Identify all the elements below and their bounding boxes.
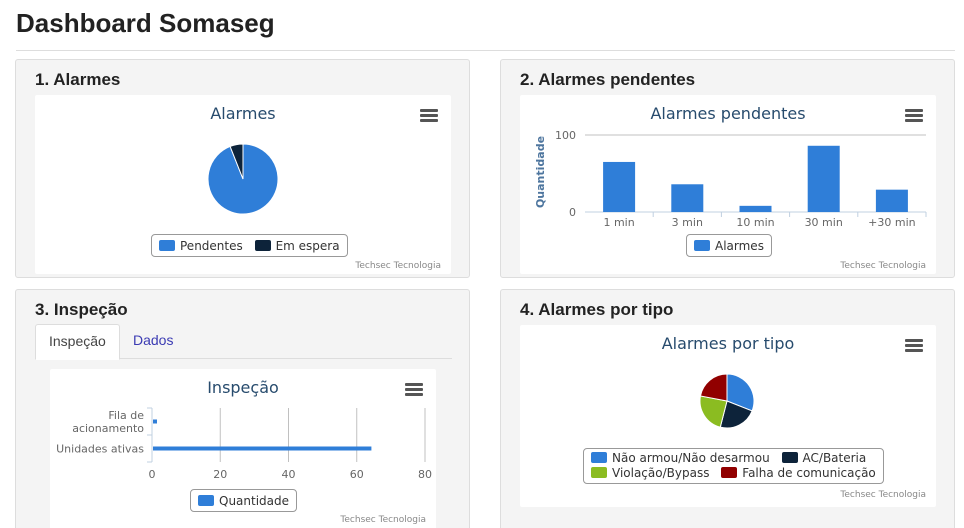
chart-legend: Alarmes bbox=[686, 234, 772, 257]
legend-swatch bbox=[159, 239, 175, 251]
x-tick-label: 80 bbox=[418, 468, 432, 481]
panel-title: 1. Alarmes bbox=[35, 70, 121, 89]
bar[interactable] bbox=[671, 184, 704, 212]
bar[interactable] bbox=[153, 419, 157, 424]
y-tick-label: Unidades ativas bbox=[56, 443, 144, 456]
horizontal-bar-chart: 0 20 40 60 80 Fila de acionamento Unidades ativ… bbox=[56, 407, 432, 481]
panel-alarmes-pendentes: 2. Alarmes pendentes Alarmes pendentes Q… bbox=[500, 59, 955, 278]
chart-card: Alarmes pendentes Quantidade 0 100 1 min 3 … bbox=[520, 95, 936, 274]
title-divider bbox=[16, 50, 955, 51]
bar[interactable] bbox=[739, 205, 772, 212]
panel-title: 4. Alarmes por tipo bbox=[520, 300, 674, 319]
legend-item-ac-bateria[interactable]: AC/Bateria bbox=[781, 451, 866, 466]
y-tick-label: 100 bbox=[555, 129, 576, 142]
chart-card: Alarmes Pendentes Em espera Techsec Tecn… bbox=[35, 95, 451, 274]
bar[interactable] bbox=[875, 189, 908, 212]
panel-alarmes: 1. Alarmes Alarmes Pendentes Em espera T… bbox=[15, 59, 470, 278]
page-title: Dashboard Somaseg bbox=[16, 8, 275, 38]
legend-swatch bbox=[781, 452, 798, 463]
chart-legend: Pendentes Em espera bbox=[151, 234, 348, 257]
chart-title: Alarmes por tipo bbox=[661, 334, 795, 353]
chart-menu-icon[interactable] bbox=[905, 339, 923, 353]
chart-card: Inspeção 0 20 40 60 80 Fila de acionamento Unid… bbox=[50, 369, 436, 528]
legend-swatch bbox=[254, 239, 271, 251]
legend-swatch bbox=[591, 452, 607, 463]
legend-item-nao-armou[interactable]: Não armou/Não desarmou bbox=[591, 451, 770, 466]
legend-item-alarmes[interactable]: Alarmes bbox=[694, 239, 764, 253]
y-axis-label: Quantidade bbox=[534, 136, 547, 208]
panel-inspecao: 3. Inspeção Inspeção Dados Inspeção 0 20 4… bbox=[15, 289, 470, 528]
tab-inspecao[interactable]: Inspeção bbox=[35, 324, 120, 360]
panel-alarmes-por-tipo: 4. Alarmes por tipo Alarmes por tipo Não… bbox=[500, 289, 955, 528]
x-tick-label: 10 min bbox=[736, 216, 774, 229]
legend-swatch bbox=[591, 467, 607, 478]
inspecao-tabs: Inspeção Dados bbox=[35, 324, 452, 360]
y-tick-label: Fila de acionamento bbox=[72, 409, 144, 435]
legend-item-falha-comunicacao[interactable]: Falha de comunicação bbox=[721, 466, 876, 481]
x-tick-label: 0 bbox=[149, 468, 156, 481]
pie-slice[interactable] bbox=[699, 373, 728, 402]
chart-legend: Quantidade bbox=[190, 489, 298, 512]
x-tick-label: 20 bbox=[213, 468, 227, 481]
chart-credit[interactable]: Techsec Tecnologia bbox=[840, 261, 926, 271]
y-tick-label: 0 bbox=[569, 206, 576, 219]
x-tick-label: +30 min bbox=[868, 216, 915, 229]
x-tick-label: 3 min bbox=[672, 216, 703, 229]
chart-title: Alarmes pendentes bbox=[650, 104, 806, 123]
chart-menu-icon[interactable] bbox=[420, 109, 438, 123]
chart-menu-icon[interactable] bbox=[905, 109, 923, 123]
legend-swatch bbox=[198, 494, 214, 506]
panel-title: 2. Alarmes pendentes bbox=[520, 70, 696, 89]
bar[interactable] bbox=[603, 161, 636, 212]
legend-item-pendentes[interactable]: Pendentes bbox=[159, 239, 243, 253]
chart-card: Alarmes por tipo Não armou/Não desarmou … bbox=[520, 325, 936, 507]
legend-swatch bbox=[694, 239, 710, 251]
chart-credit[interactable]: Techsec Tecnologia bbox=[840, 490, 926, 500]
panel-title: 3. Inspeção bbox=[35, 300, 128, 319]
chart-credit[interactable]: Techsec Tecnologia bbox=[340, 515, 426, 525]
pie-slice[interactable] bbox=[699, 395, 728, 428]
x-tick-label: 30 min bbox=[805, 216, 843, 229]
bar[interactable] bbox=[153, 446, 372, 451]
x-tick-label: 60 bbox=[350, 468, 364, 481]
chart-credit[interactable]: Techsec Tecnologia bbox=[355, 261, 441, 271]
pie-chart bbox=[207, 143, 279, 215]
chart-title: Alarmes bbox=[210, 104, 276, 123]
chart-legend: Não armou/Não desarmou AC/Bateria Violaç… bbox=[583, 448, 884, 484]
pie-chart bbox=[699, 373, 755, 429]
x-tick-label: 1 min bbox=[603, 216, 634, 229]
tab-dados[interactable]: Dados bbox=[133, 332, 174, 348]
pie-slice[interactable] bbox=[726, 373, 755, 412]
pie-slice[interactable] bbox=[229, 143, 244, 180]
legend-swatch bbox=[721, 467, 738, 478]
legend-item-em-espera[interactable]: Em espera bbox=[254, 239, 340, 253]
x-tick-label: 40 bbox=[282, 468, 296, 481]
legend-item-violacao-bypass[interactable]: Violação/Bypass bbox=[591, 466, 709, 481]
legend-item-quantidade[interactable]: Quantidade bbox=[198, 494, 289, 508]
pie-slice[interactable] bbox=[719, 400, 753, 429]
bar[interactable] bbox=[807, 145, 840, 212]
chart-menu-icon[interactable] bbox=[405, 383, 423, 397]
bar-chart: Quantidade 0 100 1 min 3 min 10 min 30 min +30… bbox=[534, 129, 927, 229]
chart-title: Inspeção bbox=[207, 378, 279, 397]
